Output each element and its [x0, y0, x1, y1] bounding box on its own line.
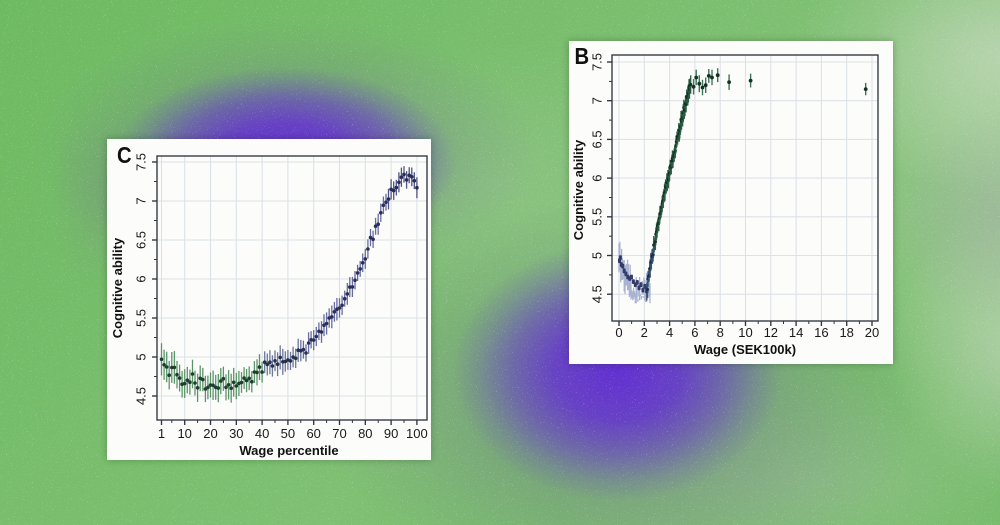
- svg-text:7: 7: [590, 97, 605, 104]
- svg-text:60: 60: [306, 426, 320, 441]
- svg-text:100: 100: [406, 426, 428, 441]
- svg-text:Wage percentile: Wage percentile: [239, 443, 338, 458]
- svg-text:7.5: 7.5: [134, 153, 149, 171]
- svg-text:18: 18: [839, 325, 853, 340]
- svg-text:4: 4: [666, 325, 673, 340]
- svg-text:6: 6: [590, 174, 605, 181]
- svg-text:12: 12: [764, 325, 778, 340]
- svg-text:4.5: 4.5: [590, 285, 605, 303]
- svg-text:4.5: 4.5: [134, 387, 149, 405]
- svg-text:7.5: 7.5: [590, 53, 605, 71]
- svg-text:20: 20: [203, 426, 217, 441]
- svg-text:5: 5: [134, 353, 149, 360]
- svg-text:90: 90: [384, 426, 398, 441]
- svg-text:50: 50: [281, 426, 295, 441]
- svg-text:30: 30: [229, 426, 243, 441]
- svg-text:5.5: 5.5: [590, 208, 605, 226]
- svg-text:70: 70: [332, 426, 346, 441]
- svg-text:7: 7: [134, 197, 149, 204]
- svg-text:6: 6: [134, 275, 149, 282]
- svg-text:1: 1: [158, 426, 165, 441]
- svg-text:5.5: 5.5: [134, 309, 149, 327]
- svg-text:Wage (SEK100k): Wage (SEK100k): [694, 342, 796, 357]
- svg-text:40: 40: [255, 426, 269, 441]
- svg-text:80: 80: [358, 426, 372, 441]
- svg-text:6.5: 6.5: [134, 231, 149, 249]
- svg-text:Cognitive ability: Cognitive ability: [110, 237, 125, 338]
- svg-text:B: B: [575, 43, 590, 70]
- svg-text:C: C: [117, 142, 132, 169]
- svg-text:0: 0: [615, 325, 622, 340]
- svg-text:5: 5: [590, 252, 605, 259]
- svg-text:16: 16: [814, 325, 828, 340]
- svg-text:10: 10: [738, 325, 752, 340]
- svg-text:2: 2: [641, 325, 648, 340]
- svg-text:10: 10: [177, 426, 191, 441]
- svg-text:Cognitive ability: Cognitive ability: [571, 139, 586, 240]
- svg-text:20: 20: [865, 325, 879, 340]
- svg-text:6: 6: [691, 325, 698, 340]
- svg-text:6.5: 6.5: [590, 130, 605, 148]
- svg-text:8: 8: [717, 325, 724, 340]
- svg-text:14: 14: [789, 325, 803, 340]
